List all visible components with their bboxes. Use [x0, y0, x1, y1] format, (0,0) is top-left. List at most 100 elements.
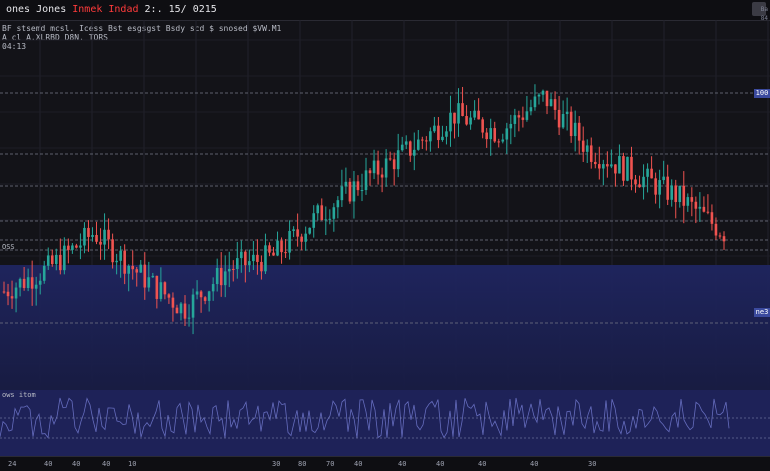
- candle-body: [83, 227, 86, 246]
- candle-body: [602, 164, 605, 169]
- candle-body: [348, 181, 352, 202]
- candle-body: [581, 140, 585, 152]
- candle-body: [219, 267, 223, 286]
- candle-body: [388, 158, 392, 160]
- candle-body: [593, 161, 597, 165]
- candle-body: [537, 94, 541, 97]
- title-middle: Jones: [36, 4, 67, 15]
- candle-body: [167, 294, 171, 298]
- time-tick: 40: [530, 460, 539, 468]
- price-chart[interactable]: [0, 20, 770, 456]
- candle-body: [425, 140, 428, 142]
- candle-body: [569, 111, 573, 137]
- candle-body: [292, 229, 295, 231]
- candle-body: [42, 265, 46, 281]
- corner-label: Ba: [760, 6, 768, 13]
- legend-line-2: A cl A.XLRBD D8N. TORS: [2, 33, 108, 42]
- candle-body: [63, 245, 66, 271]
- time-tick: 30: [272, 460, 281, 468]
- candle-body: [517, 115, 521, 118]
- candle-body: [682, 185, 686, 206]
- candle-body: [469, 117, 472, 125]
- candle-body: [211, 284, 215, 292]
- candle-body: [437, 125, 440, 141]
- candle-body: [328, 218, 332, 220]
- candle-body: [135, 269, 139, 273]
- candle-body: [356, 181, 360, 191]
- candle-body: [119, 250, 122, 261]
- candle-body: [115, 260, 118, 263]
- symbol-title[interactable]: ones Jones Inmek Indad 2:. 15/ 0215: [6, 4, 217, 15]
- candle-body: [256, 254, 259, 262]
- candle-body: [372, 160, 376, 174]
- candle-body: [634, 179, 637, 185]
- candle-body: [533, 96, 537, 108]
- candle-body: [718, 235, 722, 237]
- candle-body: [191, 294, 195, 318]
- time-tick: 70: [326, 460, 335, 468]
- candle-body: [54, 254, 58, 265]
- legend-line-1: BF stsemd mcsl. Icess Bst esgsgst Bsdy s…: [2, 24, 282, 33]
- candle-body: [529, 107, 533, 112]
- candle-body: [658, 180, 661, 195]
- candle-body: [441, 136, 444, 141]
- candle-body: [324, 219, 328, 221]
- candles: [2, 84, 726, 335]
- candle-body: [175, 307, 179, 314]
- candle-body: [678, 185, 682, 203]
- candle-body: [203, 297, 207, 301]
- candle-body: [457, 103, 460, 124]
- time-tick: 40: [102, 460, 111, 468]
- candle-body: [461, 103, 464, 117]
- corner-label-2: 84: [760, 15, 768, 22]
- candle-body: [686, 197, 690, 206]
- candle-body: [610, 164, 613, 167]
- candle-body: [195, 291, 199, 295]
- time-tick: 80: [298, 460, 307, 468]
- candle-body: [368, 170, 372, 174]
- candle-body: [453, 112, 456, 124]
- candle-body: [252, 254, 255, 262]
- candle-body: [95, 234, 98, 242]
- candle-body: [384, 158, 388, 178]
- candle-body: [18, 278, 22, 288]
- candle-body: [598, 164, 601, 169]
- candle-body: [618, 156, 621, 174]
- time-tick: 40: [398, 460, 407, 468]
- candle-body: [111, 239, 114, 263]
- menu-button[interactable]: [752, 2, 766, 16]
- candle-body: [429, 131, 432, 142]
- candle-body: [449, 112, 452, 132]
- candle-body: [260, 261, 263, 272]
- time-tick: 40: [354, 460, 363, 468]
- candle-body: [46, 255, 50, 266]
- time-tick: 30: [588, 460, 597, 468]
- time-axis[interactable]: 24 40 40 40 10 30 80 70 40 40 40 40 40 3…: [0, 456, 770, 471]
- candle-body: [75, 245, 78, 248]
- candle-body: [235, 258, 239, 270]
- candle-body: [493, 128, 497, 142]
- candle-body: [521, 117, 525, 120]
- candle-body: [308, 227, 311, 234]
- candle-body: [223, 271, 227, 286]
- candle-body: [14, 287, 18, 299]
- candle-body: [264, 245, 267, 272]
- candle-body: [585, 145, 589, 152]
- candle-body: [207, 291, 211, 301]
- candle-body: [91, 234, 94, 237]
- candle-body: [525, 111, 529, 120]
- candle-body: [638, 184, 641, 188]
- candle-body: [710, 212, 714, 224]
- candle-body: [497, 141, 501, 143]
- candle-body: [2, 291, 6, 293]
- candle-body: [489, 128, 493, 140]
- candle-body: [199, 291, 203, 298]
- legend-line-3: 04:13: [2, 42, 27, 51]
- candle-body: [557, 109, 561, 128]
- candle-body: [666, 176, 669, 200]
- time-tick: 40: [72, 460, 81, 468]
- candle-body: [272, 252, 275, 256]
- candle-body: [151, 275, 155, 278]
- candle-body: [642, 176, 645, 188]
